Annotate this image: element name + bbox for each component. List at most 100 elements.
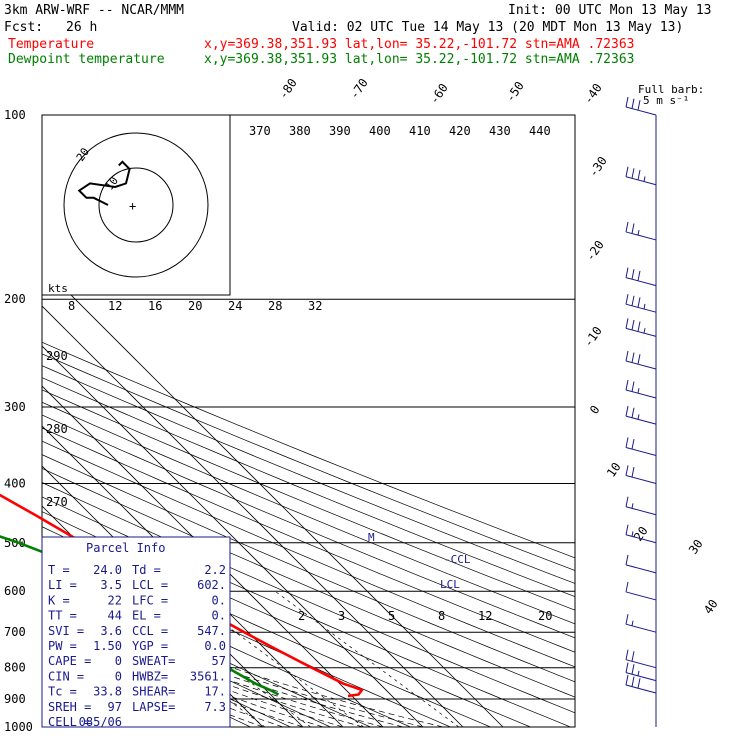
dry-adiabat-line xyxy=(42,454,575,683)
parcel-info-title: Parcel Info xyxy=(86,541,165,555)
wind-barb-flag xyxy=(625,318,629,329)
wind-barb-flag xyxy=(625,437,629,448)
isotherm-label: -80 xyxy=(276,76,300,102)
wind-barb xyxy=(625,437,657,456)
wind-barb-flag xyxy=(625,674,629,686)
pressure-tick-label: 300 xyxy=(4,400,26,414)
parcel-info-value: 602. xyxy=(197,578,226,592)
wind-barb-half-flag xyxy=(643,328,646,334)
wind-barb xyxy=(625,581,657,601)
parcel-info-value: 22 xyxy=(108,593,122,607)
wind-barb xyxy=(625,524,657,544)
wind-barb-half-flag xyxy=(631,620,634,626)
wind-barb-shaft xyxy=(625,659,657,669)
parcel-info-key: CIN = xyxy=(48,669,84,683)
theta-label: 440 xyxy=(529,124,551,138)
pressure-tick-label: 700 xyxy=(4,625,26,639)
theta-left-label: 290 xyxy=(46,349,68,363)
wind-barb-half-flag xyxy=(637,670,640,676)
wind-barb xyxy=(625,166,657,186)
isotherm-label: -50 xyxy=(503,79,527,105)
wind-barb-flag xyxy=(625,662,629,673)
wind-barb-shaft xyxy=(625,623,657,633)
wind-barb-flag xyxy=(637,354,641,365)
parcel-info-value: 7.3 xyxy=(204,700,226,714)
theta-label: 410 xyxy=(409,124,431,138)
dry-adiabat-line xyxy=(42,427,575,653)
wind-barb-flag xyxy=(637,321,641,332)
wind-barb xyxy=(625,350,657,370)
moist-adiabat-line xyxy=(42,596,424,727)
wind-barb-flag xyxy=(637,100,641,111)
dry-adiabat-line xyxy=(42,377,575,597)
pressure-tick-label: 900 xyxy=(4,692,26,706)
wind-barb-shaft xyxy=(625,672,657,682)
wind-barb-flag xyxy=(631,352,635,363)
mixing-ratio-upper-label: 8 xyxy=(68,299,75,313)
mixing-ratio-upper-label: 24 xyxy=(228,299,242,313)
parcel-info-key: LFC = xyxy=(132,593,168,607)
wind-barb-shaft xyxy=(625,327,657,337)
wind-barb-flag xyxy=(637,297,641,308)
parcel-info-key: SWEAT= xyxy=(132,654,175,668)
parcel-info-key: EL = xyxy=(132,609,161,623)
isotherm-label: -10 xyxy=(581,324,605,350)
hodograph-ring-inner xyxy=(98,167,174,243)
pressure-tick-label: 200 xyxy=(4,292,26,306)
wind-barb-flag xyxy=(625,581,629,593)
wind-barb-flag xyxy=(631,651,635,662)
parcel-info-key: LAPSE= xyxy=(132,700,175,714)
theta-label: 420 xyxy=(449,124,471,138)
parcel-info-value: 547. xyxy=(197,624,226,638)
dry-adiabat-line xyxy=(42,353,575,571)
dry-adiabat-line xyxy=(42,467,575,698)
isotherm-label: 0 xyxy=(587,403,603,417)
wind-barb-shaft xyxy=(625,415,657,425)
wind-barb-flag xyxy=(637,270,641,281)
wind-barb-shaft xyxy=(625,360,657,370)
wind-barb-flag xyxy=(631,438,635,450)
wind-barb-shaft xyxy=(625,534,657,544)
isotherm-label: 40 xyxy=(701,597,721,617)
marker-m: M xyxy=(368,531,375,544)
wind-barb xyxy=(625,379,657,399)
wind-barb xyxy=(625,318,657,337)
wind-barb-shaft xyxy=(625,106,657,116)
wind-barb-flag xyxy=(625,649,629,660)
dry-adiabat-line xyxy=(42,365,575,584)
parcel-info-value: 0.0 xyxy=(204,639,226,653)
dewpoint-legend: Dewpoint temperature xyxy=(8,52,165,67)
theta-left-label: 280 xyxy=(46,422,68,436)
parcel-info-value: 57 xyxy=(212,654,226,668)
wind-barb xyxy=(625,649,657,669)
dry-adiabat-line xyxy=(42,440,575,668)
barb-note-line2: 5 m s⁻¹ xyxy=(643,94,689,107)
marker-ccl: -CCL xyxy=(444,553,471,566)
wind-barb-shaft xyxy=(625,564,657,574)
wind-barb xyxy=(625,554,657,574)
wind-barb-half-flag xyxy=(643,176,646,182)
parcel-info-key: LI = xyxy=(48,578,77,592)
isotherm-line xyxy=(42,305,464,727)
marker-lcl: LCL xyxy=(440,578,460,591)
wind-barb xyxy=(625,221,657,241)
dry-adiabat-line xyxy=(42,590,331,727)
mixing-ratio-line xyxy=(274,590,460,727)
parcel-info-key: Td = xyxy=(132,563,161,577)
parcel-info-frame xyxy=(41,536,231,728)
wind-barb-flag xyxy=(631,168,635,179)
wind-barb-half-flag xyxy=(637,230,640,236)
wind-barb-flag xyxy=(625,294,629,305)
wind-barb-flag xyxy=(625,221,629,233)
mixing-ratio-upper-label: 16 xyxy=(148,299,162,313)
wind-barb xyxy=(625,614,657,633)
mixing-ratio-lower-label: 20 xyxy=(538,609,552,623)
wind-barbs xyxy=(625,96,657,727)
wind-barb-flag xyxy=(631,664,635,675)
temperature-legend: Temperature xyxy=(8,37,94,52)
wind-barb-flag xyxy=(631,676,635,687)
theta-label: 430 xyxy=(489,124,511,138)
hodograph-frame xyxy=(41,114,231,296)
forecast-label: Fcst: xyxy=(4,20,43,35)
